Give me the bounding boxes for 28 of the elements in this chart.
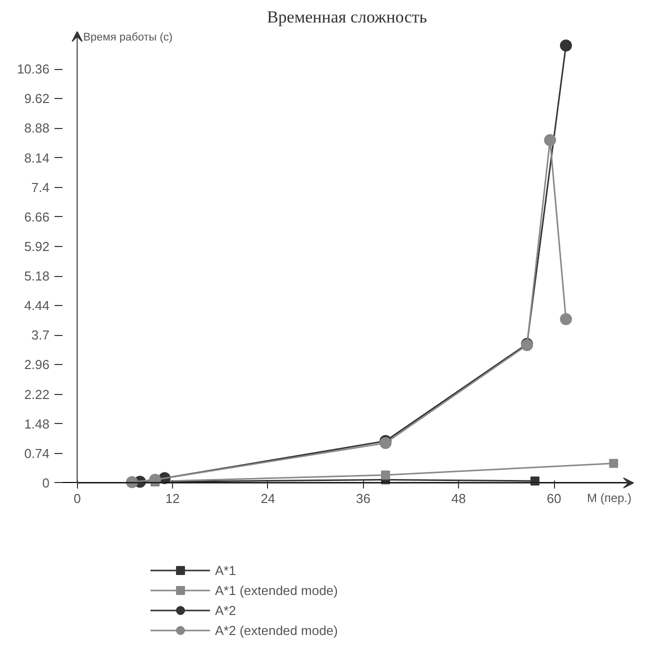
legend-label: A*1 (extended mode) (215, 582, 338, 598)
legend-label: A*2 (extended mode) (215, 622, 338, 638)
x-tick-label: 24 (260, 490, 276, 506)
y-tick-label: 2.22 (24, 386, 50, 402)
legend-label: A*1 (215, 562, 236, 578)
y-tick-label: 1.48 (24, 416, 50, 432)
y-tick-label: 2.96 (24, 357, 50, 372)
y-tick-label: 4.44 (24, 298, 50, 314)
y-axis-title: Время работы (с) (83, 32, 173, 44)
y-tick-label: 0.74 (24, 446, 50, 461)
legend-label: A*2 (215, 602, 236, 618)
x-tick-label: 60 (546, 490, 562, 506)
x-tick-label: 36 (356, 490, 371, 506)
y-tick-label: 10.36 (16, 62, 50, 77)
y-tick-label: 5.18 (24, 268, 50, 284)
x-tick-label: 48 (451, 490, 466, 506)
x-axis-title: M (пер.) (587, 490, 632, 505)
x-tick-label: 12 (165, 490, 180, 506)
y-tick-label: 8.88 (24, 120, 50, 136)
chart-title: Временная сложность (266, 8, 428, 26)
x-tick-label: 0 (74, 490, 81, 506)
y-tick-label: 8.14 (24, 150, 50, 166)
y-tick-label: 5.92 (24, 238, 50, 254)
y-tick-label: 0 (42, 475, 50, 490)
y-tick-label: 9.62 (24, 91, 50, 106)
y-tick-label: 7.4 (31, 180, 50, 195)
y-tick-label: 3.7 (31, 328, 50, 343)
y-tick-label: 6.66 (24, 209, 50, 224)
